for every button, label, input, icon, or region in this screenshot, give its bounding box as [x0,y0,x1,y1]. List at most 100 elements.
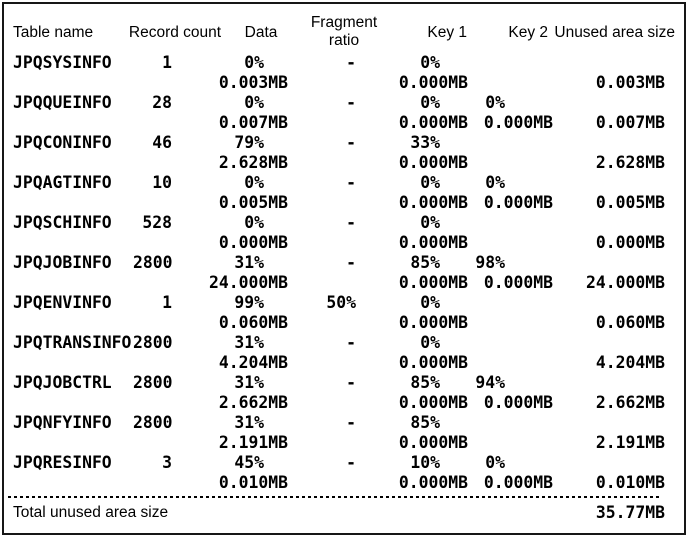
cell-unused-mb: 0.060MB [595,313,665,332]
cell-fragment-spacer [288,433,358,453]
cell-record-count: 1 [162,53,172,72]
cell-record-count: 2800 [133,333,173,352]
cell-name-spacer [4,153,133,173]
cell-key1-percent: 0% [420,293,440,312]
cell-table-name: JPQENVINFO [13,293,112,312]
cell-fragment-spacer [288,273,358,293]
cell-name-spacer [4,193,133,213]
cell-record-spacer [133,313,172,333]
cell-unused-spacer [553,53,665,73]
cell-record-count: 2800 [133,373,173,392]
cell-fragment-ratio: - [346,53,356,72]
table-row-percent-line: JPQJOBCTRL 2800 31% - 85% 94% [4,373,684,393]
cell-data-percent: 0% [244,93,264,112]
cell-data-percent: 0% [244,173,264,192]
cell-data-percent: 0% [244,213,264,232]
table-row-percent-line: JPQTRANSINFO 2800 31% - 0% [4,333,684,353]
cell-fragment-ratio: - [346,333,356,352]
cell-fragment-spacer [288,193,358,213]
cell-table-name: JPQJOBCTRL [13,373,112,392]
cell-data-percent: 99% [234,293,264,312]
cell-key2-percent [468,333,553,353]
table-row-percent-line: JPQNFYINFO 2800 31% - 85% [4,413,684,433]
cell-key2-percent [468,53,553,73]
table-row-percent-line: JPQAGTINFO 10 0% - 0% 0% [4,173,684,193]
cell-key2-percent: 0% [485,173,505,192]
cell-key1-mb: 0.000MB [398,233,468,252]
cell-key2-mb: 0.000MB [483,273,553,292]
cell-data-percent: 31% [234,333,264,352]
cell-fragment-spacer [288,353,358,373]
cell-data-percent: 0% [244,53,264,72]
cell-table-name: JPQNFYINFO [13,413,112,432]
cell-data-mb: 2.628MB [218,153,288,172]
cell-name-spacer [4,433,133,453]
cell-unused-mb: 2.191MB [595,433,665,452]
cell-record-count: 46 [152,133,172,152]
cell-table-name: JPQRESINFO [13,453,112,472]
cell-unused-mb: 2.662MB [595,393,665,412]
cell-unused-mb: 0.000MB [595,233,665,252]
cell-data-mb: 24.000MB [209,273,288,292]
cell-unused-mb: 2.628MB [595,153,665,172]
cell-unused-spacer [553,333,665,353]
cell-unused-spacer [553,293,665,313]
column-header-key1: Key 1 [427,24,467,41]
dashed-separator [8,496,662,498]
total-unused-value: 35.77MB [595,503,665,522]
table-row-size-line: 0.010MB 0.000MB 0.000MB 0.010MB [4,473,684,493]
cell-key1-mb: 0.000MB [398,313,468,332]
cell-fragment-ratio: - [346,373,356,392]
cell-key1-mb: 0.000MB [398,353,468,372]
table-row-percent-line: JPQSCHINFO 528 0% - 0% [4,213,684,233]
cell-unused-spacer [553,413,665,433]
table-row-size-line: 0.007MB 0.000MB 0.000MB 0.007MB [4,113,684,133]
cell-record-spacer [133,153,172,173]
cell-key1-percent: 0% [420,93,440,112]
cell-key2-mb: 0.000MB [483,473,553,492]
cell-data-percent: 31% [234,413,264,432]
table-row-size-line: 0.005MB 0.000MB 0.000MB 0.005MB [4,193,684,213]
cell-record-spacer [133,353,172,373]
cell-key2-mb: 0.000MB [483,113,553,132]
cell-name-spacer [4,473,133,493]
table-row-percent-line: JPQCONINFO 46 79% - 33% [4,133,684,153]
cell-fragment-spacer [288,153,358,173]
cell-data-mb: 0.003MB [218,73,288,92]
cell-data-percent: 31% [234,253,264,272]
cell-record-count: 528 [142,213,172,232]
cell-fragment-spacer [288,313,358,333]
cell-name-spacer [4,353,133,373]
cell-fragment-spacer [288,393,358,413]
cell-data-percent: 31% [234,373,264,392]
cell-key1-percent: 85% [410,253,440,272]
cell-record-spacer [133,273,172,293]
cell-key1-percent: 0% [420,213,440,232]
total-unused-label: Total unused area size [13,504,169,521]
cell-record-spacer [133,393,172,413]
cell-key2-mb [468,153,553,173]
cell-table-name: JPQCONINFO [13,133,112,152]
cell-unused-spacer [553,453,665,473]
column-header-unused-area-size: Unused area size [554,24,675,41]
table-row-size-line: 0.003MB 0.000MB 0.003MB [4,73,684,93]
cell-fragment-spacer [288,113,358,133]
cell-key1-mb: 0.000MB [398,193,468,212]
cell-key1-mb: 0.000MB [398,153,468,172]
cell-key2-percent [468,293,553,313]
cell-key2-mb [468,313,553,333]
cell-name-spacer [4,113,133,133]
cell-fragment-spacer [288,473,358,493]
table-row-size-line: 0.000MB 0.000MB 0.000MB [4,233,684,253]
cell-fragment-ratio: - [346,453,356,472]
cell-unused-spacer [553,213,665,233]
cell-unused-mb: 0.010MB [595,473,665,492]
cell-name-spacer [4,73,133,93]
column-header-table-name: Table name [13,24,94,41]
cell-fragment-ratio: - [346,413,356,432]
cell-record-count: 3 [162,453,172,472]
cell-key1-percent: 0% [420,53,440,72]
cell-key2-mb [468,433,553,453]
cell-key1-mb: 0.000MB [398,433,468,452]
